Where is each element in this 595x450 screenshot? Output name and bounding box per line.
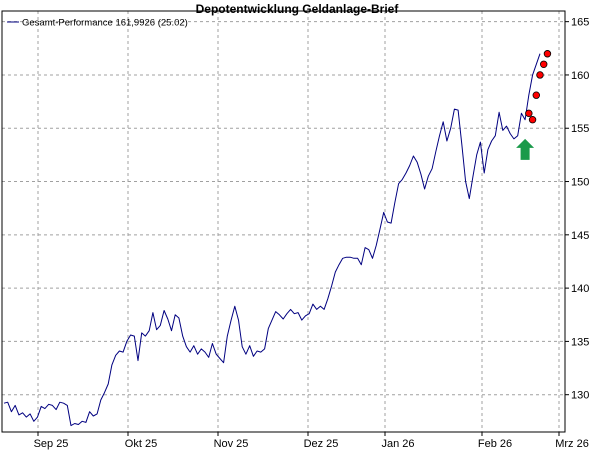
y-tick-label: 140 bbox=[571, 283, 589, 295]
x-tick-label: Sep 25 bbox=[34, 438, 69, 450]
marker-layer bbox=[516, 50, 552, 160]
grid-layer bbox=[2, 11, 565, 432]
data-point-marker bbox=[528, 116, 537, 124]
y-tick-label: 150 bbox=[571, 177, 589, 189]
data-point-marker bbox=[525, 109, 533, 118]
data-point-marker bbox=[536, 71, 544, 79]
data-point-marker bbox=[540, 60, 548, 68]
data-point-marker bbox=[532, 91, 540, 99]
series-layer bbox=[3, 53, 541, 427]
y-tick-label: 130 bbox=[571, 390, 589, 402]
legend: Gesamt-Performance 161,9926 (25.02) bbox=[7, 18, 188, 29]
series-line-gesamt-performance bbox=[3, 53, 541, 427]
y-tick-label: 165 bbox=[571, 17, 589, 29]
y-tick-label: 160 bbox=[571, 70, 589, 82]
x-tick-label: Nov 25 bbox=[214, 438, 249, 450]
plot-frame bbox=[1, 10, 566, 433]
tick-layer: 130 135 140 145 150 155 160 165 Sep 25 Okt 25 Nov … bbox=[34, 17, 590, 450]
y-tick-label: 135 bbox=[571, 336, 589, 348]
y-tick-label: 145 bbox=[571, 230, 589, 242]
data-point-marker bbox=[543, 50, 552, 58]
x-tick-label: Dez 25 bbox=[304, 438, 339, 450]
x-tick-label: Feb 26 bbox=[478, 438, 512, 450]
x-tick-label: Mrz 26 bbox=[555, 438, 589, 450]
x-tick-label: Jan 26 bbox=[381, 438, 414, 450]
legend-label: Gesamt-Performance 161,9926 (25.02) bbox=[22, 18, 188, 29]
x-tick-label: Okt 25 bbox=[125, 438, 157, 450]
y-tick-label: 155 bbox=[571, 123, 589, 135]
buy-arrow-icon bbox=[516, 138, 535, 160]
chart-title: Depotentwicklung Geldanlage-Brief bbox=[196, 2, 400, 16]
